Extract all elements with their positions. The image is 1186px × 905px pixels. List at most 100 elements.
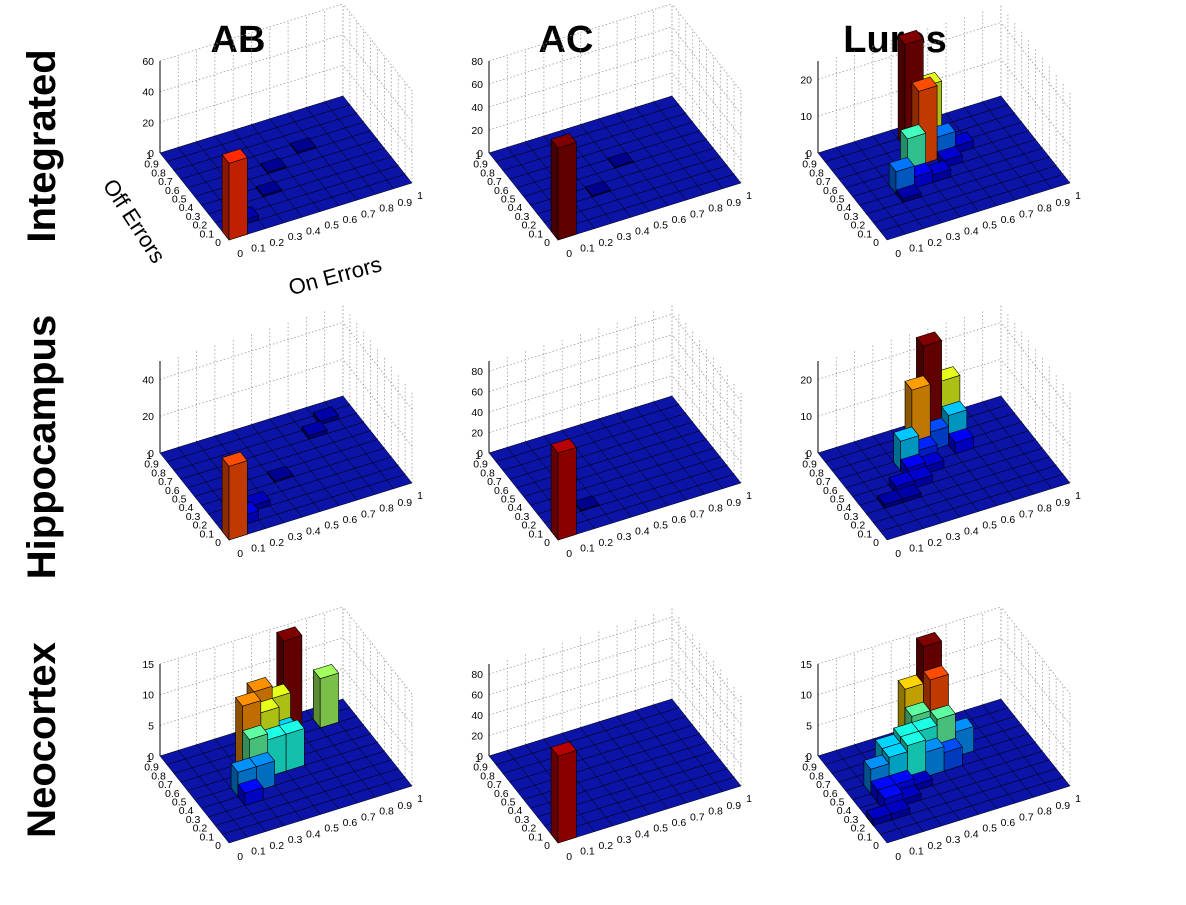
x-tick-label: 0.8 (708, 203, 723, 215)
row-label-integrated: Integrated (20, 49, 64, 242)
x-tick-label: 0.4 (635, 828, 650, 840)
x-tick-label: 0.3 (946, 531, 961, 543)
x-tick-label: 0.1 (580, 542, 595, 554)
y-tick-label: 0.9 (144, 762, 159, 774)
bar (237, 778, 264, 807)
x-tick-label: 0.9 (1056, 800, 1071, 812)
x-tick-label: 0 (895, 248, 901, 260)
z-tick-label: 0 (806, 751, 812, 763)
x-tick-label: 0.6 (672, 214, 687, 226)
y-tick-label: 0 (215, 537, 221, 549)
bar (550, 438, 577, 541)
x-tick-label: 0.7 (361, 508, 376, 520)
x-tick-label: 0.5 (982, 220, 997, 232)
x-tick-label: 0.9 (727, 197, 742, 209)
y-tick-label: 0.2 (193, 220, 208, 232)
bar (865, 804, 893, 827)
x-tick-label: 0.8 (1037, 806, 1052, 818)
x-tick-label: 0.3 (946, 834, 961, 846)
y-tick-label: 0.5 (830, 494, 845, 506)
bar (550, 133, 577, 241)
y-tick-label: 0.2 (851, 520, 866, 532)
z-tick-label: 40 (471, 407, 483, 419)
z-tick-label: 60 (142, 56, 154, 68)
x-tick-label: 0.9 (398, 800, 413, 812)
x-tick-label: 0.9 (1056, 197, 1071, 209)
x-tick-label: 0.4 (964, 828, 979, 840)
z-tick-label: 0 (148, 751, 154, 763)
y-tick-label: 0.5 (172, 797, 187, 809)
x-tick-label: 0.3 (946, 231, 961, 243)
y-tick-label: 0.6 (823, 788, 838, 800)
x-tick-label: 0.1 (251, 845, 266, 857)
y-tick-label: 0.2 (522, 823, 537, 835)
y-tick-label: 0.7 (158, 476, 173, 488)
y-tick-label: 1 (804, 450, 810, 462)
y-tick-label: 0.8 (809, 467, 824, 479)
x-tick-label: 0.2 (598, 537, 613, 549)
y-tick-label: 1 (475, 450, 481, 462)
y-tick-label: 0.3 (186, 211, 201, 223)
x-tick-label: 1 (417, 793, 423, 805)
y-tick-label: 0.6 (165, 185, 180, 197)
x-tick-label: 0.3 (617, 834, 632, 846)
z-tick-label: 80 (471, 366, 483, 378)
y-tick-label: 0 (873, 537, 879, 549)
y-tick-label: 0.8 (151, 167, 166, 179)
z-tick-label: 0 (806, 448, 812, 460)
x-tick-label: 0 (237, 851, 243, 863)
y-tick-label: 0.3 (844, 814, 859, 826)
x-tick-label: 1 (746, 793, 752, 805)
y-tick-label: 0 (873, 237, 879, 249)
y-tick-label: 0.7 (487, 176, 502, 188)
y-tick-label: 0.3 (186, 511, 201, 523)
y-tick-label: 0.1 (528, 831, 543, 843)
y-tick-label: 0.6 (165, 788, 180, 800)
x-tick-label: 0.6 (1001, 214, 1016, 226)
y-tick-label: 0.8 (809, 770, 824, 782)
x-tick-label: 0 (566, 248, 572, 260)
x-tick-label: 0.5 (653, 823, 668, 835)
x-tick-label: 0.3 (288, 531, 303, 543)
x-tick-label: 0.8 (379, 503, 394, 515)
y-tick-label: 0.9 (802, 459, 817, 471)
y-tick-label: 0.9 (473, 459, 488, 471)
y-tick-label: 0.3 (515, 814, 530, 826)
z-tick-label: 80 (471, 669, 483, 681)
x-tick-label: 1 (417, 490, 423, 502)
z-tick-label: 0 (806, 148, 812, 160)
x-tick-label: 0.4 (635, 525, 650, 537)
x-tick-label: 0.5 (982, 823, 997, 835)
x-tick-label: 1 (746, 490, 752, 502)
z-tick-label: 20 (800, 74, 812, 86)
x-tick-label: 0.3 (617, 531, 632, 543)
x-tick-label: 1 (1075, 793, 1081, 805)
z-tick-label: 60 (471, 387, 483, 399)
z-tick-label: 20 (471, 731, 483, 743)
z-tick-label: 10 (800, 411, 812, 423)
z-tick-label: 40 (142, 87, 154, 99)
x-tick-label: 0.6 (672, 514, 687, 526)
y-tick-label: 0.8 (480, 467, 495, 479)
y-tick-label: 0.4 (837, 502, 852, 514)
y-tick-label: 0.1 (857, 528, 872, 540)
row-label-hippocampus: Hippocampus (20, 315, 64, 579)
x-tick-label: 0.2 (269, 840, 284, 852)
x-tick-label: 0.2 (598, 840, 613, 852)
z-tick-label: 10 (800, 111, 812, 123)
y-tick-label: 0.3 (844, 511, 859, 523)
z-tick-label: 0 (477, 448, 483, 460)
y-tick-label: 0.8 (151, 770, 166, 782)
bar (267, 465, 294, 484)
bar (895, 184, 922, 204)
z-tick-label: 40 (142, 374, 154, 386)
bar (289, 137, 317, 155)
x-tick-label: 0 (895, 851, 901, 863)
y-tick-label: 0 (544, 237, 550, 249)
